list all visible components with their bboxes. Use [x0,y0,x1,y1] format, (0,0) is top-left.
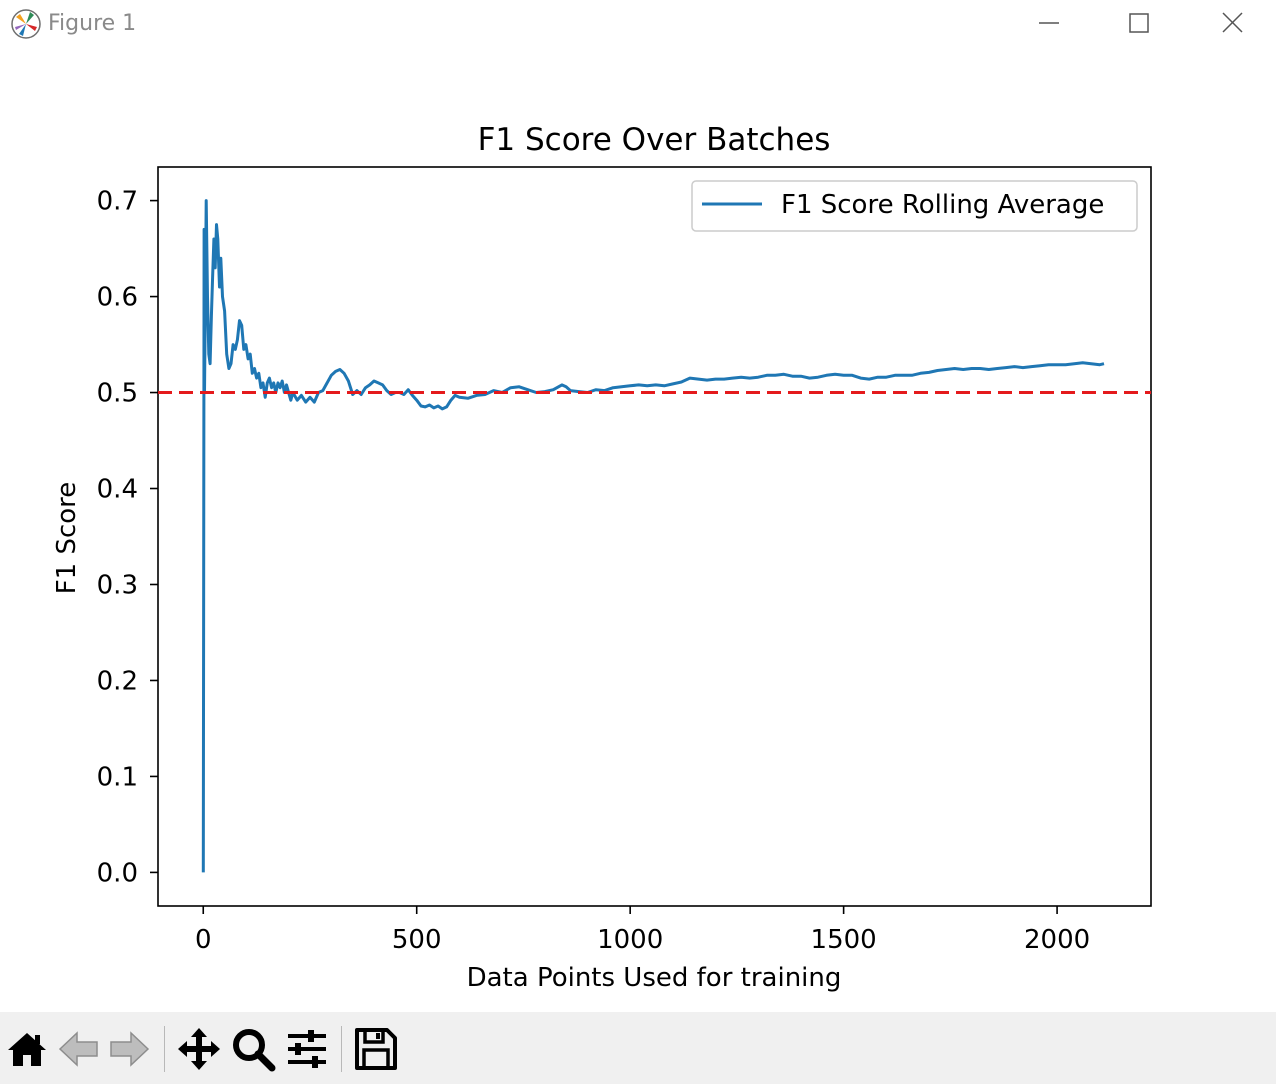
maximize-button[interactable] [1116,5,1162,43]
legend-label: F1 Score Rolling Average [781,190,1104,220]
y-tick-label: 0.3 [97,570,138,600]
y-tick-label: 0.7 [97,187,138,217]
save-button[interactable] [353,1026,399,1072]
y-tick-label: 0.4 [97,475,138,505]
x-tick-label: 2000 [1024,925,1090,955]
x-axis: 0 500 1000 1500 2000 [195,906,1090,955]
y-tick-label: 0.5 [97,379,138,409]
x-tick-label: 1500 [811,925,877,955]
magnifier-icon [233,1029,276,1072]
move-icon [178,1028,220,1070]
legend-box [691,180,1138,232]
pan-button[interactable] [176,1026,222,1072]
sliders-icon [288,1030,326,1068]
x-tick-label: 0 [195,925,212,955]
series-group [201,199,1105,873]
arrow-left-icon [58,1031,98,1067]
floppy-disk-icon [355,1028,397,1070]
home-button[interactable] [4,1026,50,1072]
back-button[interactable] [56,1026,102,1072]
forward-button[interactable] [106,1026,152,1072]
window-titlebar: Figure 1 [0,0,1276,50]
configure-subplots-button[interactable] [284,1026,330,1072]
y-tick-label: 0.2 [97,666,138,696]
y-axis: 0.0 0.1 0.2 0.3 0.4 0.5 0.6 0.7 [97,187,158,888]
navigation-toolbar [0,1012,1276,1084]
minimize-icon [1039,22,1059,24]
toolbar-separator [164,1026,165,1072]
matplotlib-logo-icon [11,9,41,39]
y-tick-label: 0.1 [97,762,138,792]
toolbar-separator [341,1026,342,1072]
figure-canvas[interactable]: F1 Score Over Batches 0.0 0.1 0.2 0.3 0.4 0.5… [0,50,1276,1012]
window-title: Figure 1 [48,11,137,36]
x-tick-label: 500 [392,925,442,955]
chart-title: F1 Score Over Batches [478,122,831,158]
arrow-right-icon [110,1031,150,1067]
close-button[interactable] [1209,5,1255,43]
maximize-icon [1129,13,1149,33]
minimize-button[interactable] [1026,5,1072,43]
x-tick-label: 1000 [597,925,663,955]
zoom-button[interactable] [230,1026,276,1072]
x-axis-label: Data Points Used for training [467,963,842,993]
y-tick-label: 0.0 [97,858,138,888]
home-icon [8,1033,46,1066]
series-line-f1-rolling-average [201,199,1105,873]
plot-axes-frame [157,166,1152,907]
y-axis-label: F1 Score [52,482,82,595]
legend: F1 Score Rolling Average [691,180,1138,232]
y-tick-label: 0.6 [97,283,138,313]
f1-score-chart: F1 Score Over Batches 0.0 0.1 0.2 0.3 0.4 0.5… [52,122,1152,993]
close-icon [1222,12,1243,33]
